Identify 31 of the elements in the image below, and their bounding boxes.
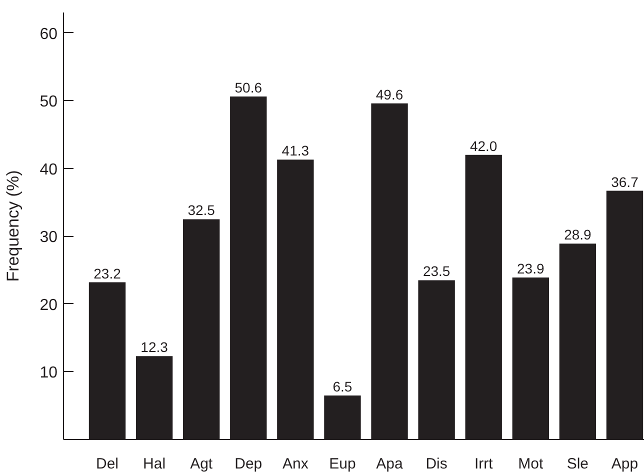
x-tick-label: Anx xyxy=(282,456,309,472)
data-label: 23.2 xyxy=(94,265,122,282)
y-tick-label: 10 xyxy=(40,364,58,382)
x-tick-label: Apa xyxy=(376,456,404,472)
y-tick-label: 50 xyxy=(40,94,58,111)
x-tick-label: Irrt xyxy=(474,456,494,472)
x-tick-label: Hal xyxy=(143,456,166,472)
data-label: 50.6 xyxy=(234,80,262,96)
data-label: 41.3 xyxy=(282,142,310,159)
x-tick-label: Eup xyxy=(329,456,356,472)
y-axis-title: Frequency (%) xyxy=(4,170,23,282)
y-tick-label: 30 xyxy=(40,229,58,246)
y-tick-label: 40 xyxy=(40,161,58,178)
y-tick-label: 60 xyxy=(40,26,58,43)
data-label: 12.3 xyxy=(140,339,168,356)
data-label: 6.5 xyxy=(332,378,352,394)
data-label: 23.9 xyxy=(517,260,544,277)
x-tick-label: Dis xyxy=(426,456,448,472)
y-tick-label: 20 xyxy=(40,296,58,314)
data-label: 42.0 xyxy=(470,138,498,154)
data-label: 49.6 xyxy=(376,86,404,102)
data-label: 28.9 xyxy=(564,226,592,243)
x-tick-label: Del xyxy=(96,456,119,472)
x-tick-label: Mot xyxy=(518,456,544,472)
x-tick-label: App xyxy=(611,456,638,472)
data-label: 36.7 xyxy=(611,174,639,190)
data-label: 23.5 xyxy=(422,263,450,280)
x-tick-label: Dep xyxy=(234,456,262,472)
x-tick-label: Agt xyxy=(190,456,214,472)
data-label: 32.5 xyxy=(188,202,216,218)
x-tick-label: Sle xyxy=(566,456,589,472)
